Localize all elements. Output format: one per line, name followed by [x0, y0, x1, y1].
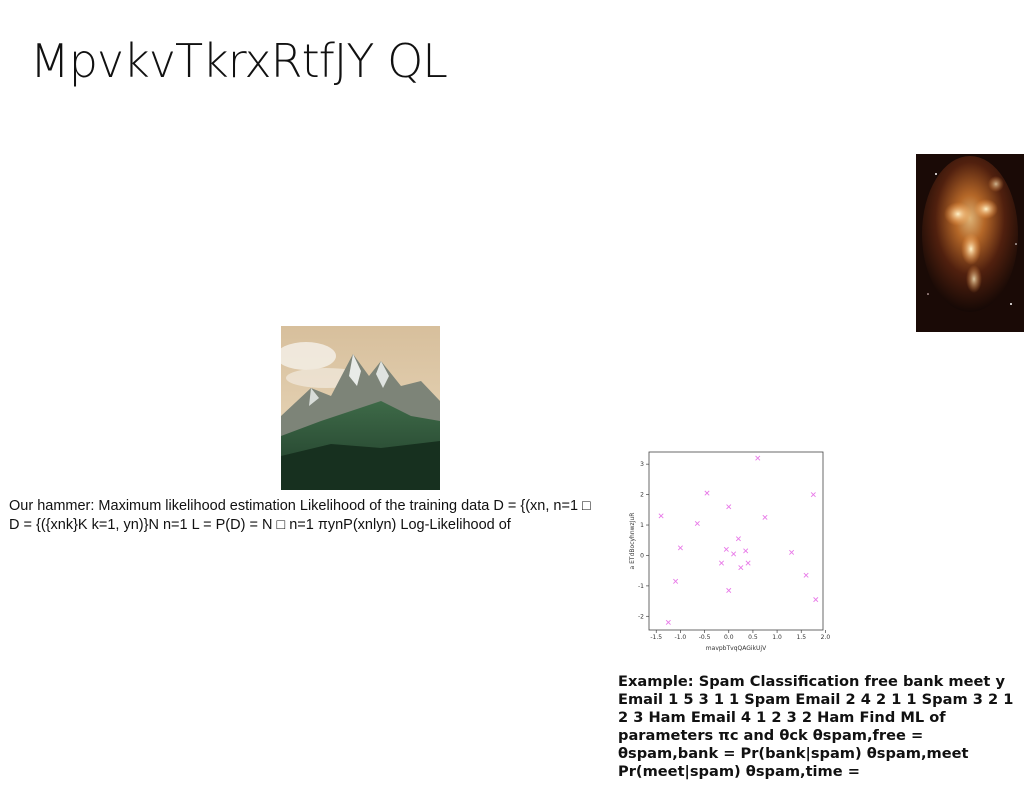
data-point: [738, 565, 744, 571]
y-tick-label: -2: [638, 613, 644, 620]
data-point: [677, 545, 683, 551]
y-tick-label: 2: [640, 492, 644, 499]
nebula-image: [916, 154, 1024, 332]
data-point: [803, 572, 809, 578]
data-point: [665, 619, 671, 625]
x-tick-label: 0.5: [748, 634, 758, 641]
x-tick-label: -1.5: [650, 634, 662, 641]
data-point: [658, 513, 664, 519]
x-tick-label: -1.0: [675, 634, 687, 641]
data-point: [718, 560, 725, 566]
x-axis-label: mavpbTvqQAGikUjV: [706, 645, 767, 652]
data-point: [723, 546, 729, 552]
x-tick-label: 1.0: [772, 634, 782, 641]
plot-frame: [648, 451, 824, 631]
data-point: [704, 490, 710, 496]
x-tick-label: 1.5: [796, 634, 806, 641]
y-tick-label: 0: [640, 552, 644, 559]
slide-title: MpvkvTkrxRtfJY QL: [30, 34, 448, 88]
data-point: [745, 560, 751, 566]
example-text: Example: Spam Classification free bank m…: [618, 673, 1014, 780]
data-point: [813, 597, 819, 603]
data-point: [726, 504, 732, 510]
data-point: [694, 520, 700, 527]
scatter-chart: -1.5 -1.0 -0.5 0.0 0.5 1.0 1.5 2.0 -2 -1 0 1 2 3 mav…: [628, 448, 833, 653]
y-axis-label: a ETdBocyhnwzJuR: [629, 513, 636, 570]
data-point: [731, 551, 737, 557]
body-text: Our hammer: Maximum likelihood estimatio…: [9, 498, 591, 533]
x-tick-label: 0.0: [724, 634, 734, 641]
y-tick-label: 3: [640, 461, 644, 468]
data-point: [789, 549, 795, 555]
data-point: [762, 514, 768, 520]
mountain-image: [281, 326, 440, 490]
data-point: [735, 536, 741, 542]
x-tick-label: 2.0: [821, 634, 831, 641]
data-point: [743, 548, 749, 554]
data-point: [755, 455, 761, 461]
data-point: [673, 578, 679, 584]
y-tick-label: 1: [640, 522, 644, 529]
data-point: [726, 587, 732, 593]
x-tick-label: -0.5: [699, 634, 711, 641]
y-tick-label: -1: [638, 583, 644, 590]
data-point: [810, 492, 816, 498]
